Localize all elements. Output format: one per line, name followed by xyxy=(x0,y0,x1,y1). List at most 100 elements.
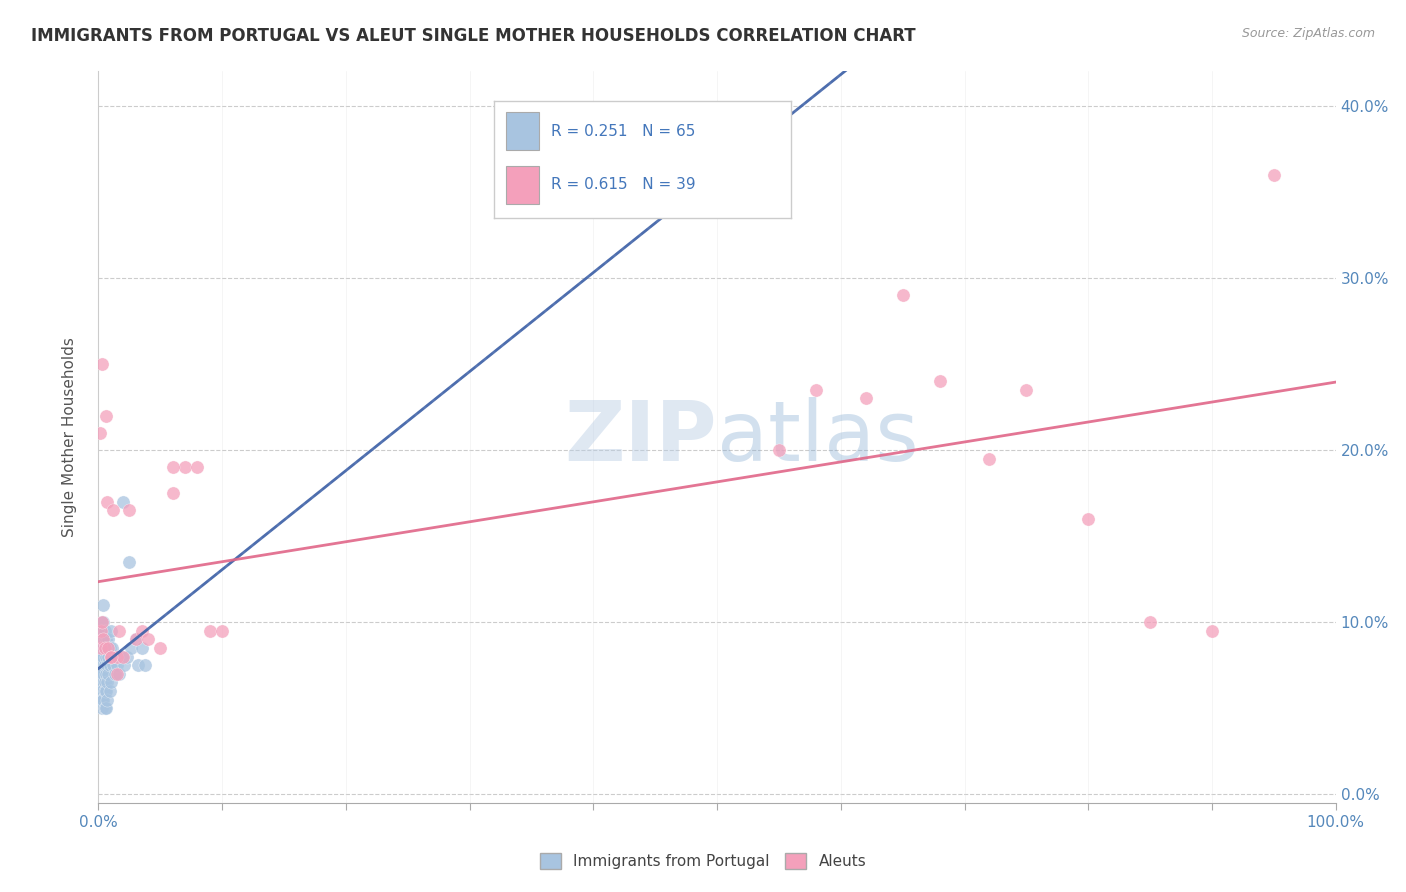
Point xyxy=(1139,615,1161,629)
Point xyxy=(162,460,184,475)
Point xyxy=(93,640,115,655)
Point xyxy=(100,649,122,664)
Point xyxy=(97,640,120,655)
Point xyxy=(91,640,114,655)
Point xyxy=(90,684,112,698)
Point xyxy=(94,701,117,715)
Point xyxy=(115,649,138,664)
Point xyxy=(97,632,120,647)
Point xyxy=(96,640,118,655)
Point xyxy=(118,555,141,569)
Point xyxy=(96,658,118,673)
Point xyxy=(90,666,112,681)
Point xyxy=(100,649,122,664)
Point xyxy=(198,624,221,638)
Point xyxy=(891,288,914,302)
Point xyxy=(91,675,114,690)
Point xyxy=(93,598,115,612)
Point xyxy=(91,615,114,629)
Point xyxy=(112,658,135,673)
Point xyxy=(93,632,115,647)
Point xyxy=(93,615,115,629)
Point xyxy=(111,649,134,664)
Point xyxy=(89,649,111,664)
Point xyxy=(90,632,112,647)
Point xyxy=(89,658,111,673)
Y-axis label: Single Mother Households: Single Mother Households xyxy=(62,337,77,537)
Point xyxy=(91,624,114,638)
Point xyxy=(118,503,141,517)
Point xyxy=(211,624,233,638)
Point xyxy=(93,658,115,673)
Text: IMMIGRANTS FROM PORTUGAL VS ALEUT SINGLE MOTHER HOUSEHOLDS CORRELATION CHART: IMMIGRANTS FROM PORTUGAL VS ALEUT SINGLE… xyxy=(31,27,915,45)
Point xyxy=(93,684,115,698)
Point xyxy=(124,632,146,647)
Point xyxy=(89,675,111,690)
Point xyxy=(1077,512,1099,526)
Point xyxy=(127,658,149,673)
Point xyxy=(94,632,117,647)
Point xyxy=(979,451,1001,466)
Point xyxy=(98,640,121,655)
Point xyxy=(105,658,128,673)
Point xyxy=(89,666,111,681)
Point xyxy=(131,640,153,655)
Point xyxy=(93,649,115,664)
Point xyxy=(93,701,115,715)
Point xyxy=(186,460,208,475)
Text: Source: ZipAtlas.com: Source: ZipAtlas.com xyxy=(1241,27,1375,40)
Point xyxy=(89,425,111,440)
Point xyxy=(93,675,115,690)
Text: ZIP: ZIP xyxy=(565,397,717,477)
Point xyxy=(107,649,129,664)
Point xyxy=(90,624,112,638)
Point xyxy=(108,624,131,638)
Point xyxy=(100,624,122,638)
Point xyxy=(93,640,115,655)
Point xyxy=(91,701,114,715)
Point xyxy=(93,624,115,638)
Point xyxy=(93,692,115,706)
Point xyxy=(91,692,114,706)
Point xyxy=(112,494,135,508)
Point xyxy=(134,658,156,673)
Point xyxy=(103,658,125,673)
Point xyxy=(91,357,114,371)
Point xyxy=(101,640,124,655)
Point xyxy=(131,624,153,638)
Point xyxy=(97,649,120,664)
Point xyxy=(93,666,115,681)
Point xyxy=(94,666,117,681)
Point xyxy=(124,632,146,647)
Point xyxy=(90,649,112,664)
Point xyxy=(94,649,117,664)
Point xyxy=(112,649,135,664)
Point xyxy=(94,684,117,698)
Point xyxy=(1015,383,1038,397)
Point xyxy=(804,383,827,397)
Point xyxy=(162,486,184,500)
Point xyxy=(103,666,125,681)
Point xyxy=(91,658,114,673)
Point xyxy=(928,374,950,388)
Point xyxy=(96,692,118,706)
Point xyxy=(1263,168,1285,182)
Point xyxy=(100,675,122,690)
Point xyxy=(855,392,877,406)
Point xyxy=(105,649,128,664)
Point xyxy=(96,675,118,690)
Legend: Immigrants from Portugal, Aleuts: Immigrants from Portugal, Aleuts xyxy=(533,847,873,875)
Point xyxy=(98,684,121,698)
Point xyxy=(100,649,122,664)
Point xyxy=(97,666,120,681)
Point xyxy=(90,640,112,655)
Point xyxy=(174,460,197,475)
Point xyxy=(108,666,131,681)
Point xyxy=(105,666,128,681)
Point xyxy=(96,494,118,508)
Point xyxy=(768,442,790,457)
Point xyxy=(91,615,114,629)
Point xyxy=(94,409,117,423)
Text: atlas: atlas xyxy=(717,397,918,477)
Point xyxy=(120,640,142,655)
